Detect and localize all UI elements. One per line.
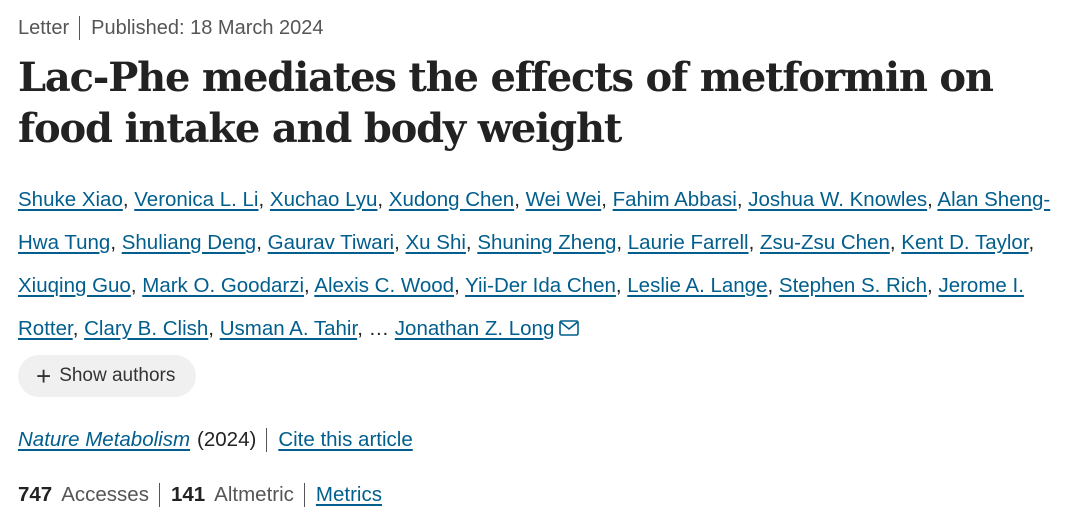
author-separator: ,: [357, 317, 369, 340]
author-separator: ,: [377, 188, 389, 211]
article-title: Lac-Phe mediates the effects of metformi…: [18, 54, 994, 152]
author-separator: ,: [208, 317, 220, 340]
author-link[interactable]: Jerome I. Rotter: [18, 274, 1024, 340]
author-link[interactable]: Clary B. Clish: [84, 317, 209, 340]
author-list: Shuke Xiao, Veronica L. Li, Xuchao Lyu, …: [18, 178, 1068, 351]
author-separator: ,: [130, 274, 143, 297]
author-separator: ,: [394, 231, 406, 254]
published-date: Published: 18 March 2024: [91, 16, 324, 39]
author-separator: ,: [927, 274, 939, 297]
author-link[interactable]: Alexis C. Wood: [314, 274, 455, 297]
author-link[interactable]: Usman A. Tahir: [219, 317, 358, 340]
metrics-row: 747 Accesses 141 Altmetric Metrics: [18, 481, 1080, 509]
author-link[interactable]: Xu Shi: [405, 231, 466, 254]
authors-ellipsis: …: [368, 317, 390, 340]
author-link[interactable]: Fahim Abbasi: [612, 188, 737, 211]
author-link[interactable]: Joshua W. Knowles: [748, 188, 928, 211]
author-separator: ,: [72, 317, 85, 340]
author-link[interactable]: Shuning Zheng: [477, 231, 617, 254]
author-link[interactable]: Yii-Der Ida Chen: [465, 274, 616, 297]
author-separator: ,: [615, 274, 628, 297]
author-separator: ,: [616, 231, 628, 254]
author-links: Shuke Xiao, Veronica L. Li, Xuchao Lyu, …: [18, 188, 1050, 340]
author-link[interactable]: Xuchao Lyu: [269, 188, 378, 211]
author-separator: ,: [258, 188, 270, 211]
author-separator: ,: [454, 274, 466, 297]
author-separator: ,: [748, 231, 760, 254]
mail-icon[interactable]: [559, 308, 580, 351]
author-separator: ,: [1028, 231, 1035, 254]
plus-icon: +: [36, 361, 52, 391]
metrics-link[interactable]: Metrics: [315, 483, 382, 506]
author-separator: ,: [736, 188, 749, 211]
author-separator: ,: [110, 231, 122, 254]
show-authors-label: Show authors: [59, 365, 176, 386]
author-link[interactable]: Kent D. Taylor: [901, 231, 1029, 254]
author-separator: ,: [767, 274, 779, 297]
author-link[interactable]: Shuke Xiao: [18, 188, 123, 211]
author-link[interactable]: Shuliang Deng: [121, 231, 257, 254]
author-separator: ,: [122, 188, 135, 211]
author-separator: ,: [889, 231, 902, 254]
accesses-count: 747: [18, 483, 53, 506]
author-link[interactable]: Laurie Farrell: [627, 231, 749, 254]
divider: [266, 428, 268, 452]
author-separator: ,: [465, 231, 478, 254]
altmetric-count: 141: [170, 483, 206, 506]
cite-article-link[interactable]: Cite this article: [278, 428, 413, 451]
author-link[interactable]: Xiuqing Guo: [18, 274, 131, 297]
author-link[interactable]: Alan Sheng-Hwa Tung: [18, 188, 1051, 254]
altmetric-label: Altmetric: [214, 483, 294, 506]
author-separator: ,: [256, 231, 268, 254]
author-separator: ,: [514, 188, 526, 211]
author-link[interactable]: Stephen S. Rich: [778, 274, 928, 297]
author-link[interactable]: Wei Wei: [525, 188, 602, 211]
divider: [303, 483, 305, 507]
author-separator: ,: [304, 274, 315, 297]
journal-link[interactable]: Nature Metabolism: [18, 428, 190, 452]
author-separator: ,: [601, 188, 613, 211]
author-link[interactable]: Mark O. Goodarzi: [142, 274, 305, 297]
journal-year: (2024): [197, 428, 257, 451]
author-link[interactable]: Leslie A. Lange: [627, 274, 768, 297]
divider: [79, 16, 81, 40]
author-link[interactable]: Zsu-Zsu Chen: [759, 231, 890, 254]
show-authors-button[interactable]: + Show authors: [18, 355, 197, 397]
author-link[interactable]: Gaurav Tiwari: [267, 231, 395, 254]
article-meta: Letter Published: 18 March 2024: [18, 14, 1080, 42]
author-link[interactable]: Xudong Chen: [388, 188, 515, 211]
author-link[interactable]: Veronica L. Li: [134, 188, 259, 211]
author-separator: ,: [927, 188, 938, 211]
journal-name: Nature Metabolism: [18, 428, 191, 451]
journal-row: Nature Metabolism (2024) Cite this artic…: [18, 426, 1080, 454]
divider: [158, 483, 160, 507]
article-type: Letter: [18, 16, 70, 39]
accesses-label: Accesses: [61, 483, 149, 506]
corresponding-author-link[interactable]: Jonathan Z. Long: [394, 317, 555, 340]
